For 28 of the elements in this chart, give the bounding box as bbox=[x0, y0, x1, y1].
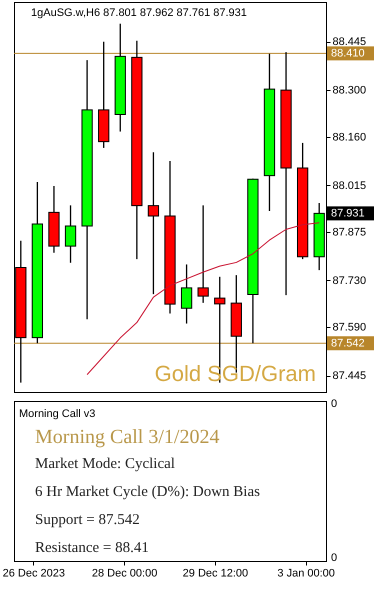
text: Resistance = 88.41 bbox=[35, 540, 149, 556]
y-tick-label: 88.300 bbox=[332, 84, 366, 97]
candlestick bbox=[180, 264, 192, 324]
category-label: 29 Dec 12:00 bbox=[182, 568, 248, 580]
y-tick-label: 87.590 bbox=[332, 322, 366, 334]
text: Market Mode: Cyclical bbox=[35, 456, 175, 472]
text: 0 bbox=[331, 398, 338, 410]
ref-line-label: 87.542 bbox=[331, 337, 365, 350]
ref-line-label: 88.410 bbox=[331, 47, 365, 60]
text: 6 Hr Market Cycle (D%): Down Bias bbox=[35, 484, 260, 500]
chart-title: 1gAuSG.w,H6 87.801 87.962 87.761 87.931 bbox=[31, 7, 247, 19]
category-label: 28 Dec 00:00 bbox=[92, 568, 158, 580]
candlestick bbox=[198, 204, 209, 304]
candlestick bbox=[64, 204, 76, 264]
text: 0 bbox=[331, 552, 338, 564]
y-tick-label: 88.445 bbox=[332, 36, 366, 48]
y-tick-label: 88.160 bbox=[332, 131, 366, 144]
category-label: 26 Dec 2023 bbox=[2, 568, 66, 580]
y-tick-label: 87.445 bbox=[332, 370, 366, 382]
y-tick-label: 87.875 bbox=[332, 226, 366, 239]
text: 87.931 bbox=[331, 207, 365, 220]
text: Morning Call 3/1/2024 bbox=[35, 426, 220, 448]
y-tick-label: 87.730 bbox=[332, 274, 366, 287]
category-label: 3 Jan 00:00 bbox=[277, 568, 335, 580]
y-tick-label: 88.015 bbox=[332, 180, 366, 192]
candlestick bbox=[148, 152, 160, 295]
text: Morning Call v3 bbox=[19, 408, 96, 420]
text: Support = 87.542 bbox=[35, 512, 140, 528]
